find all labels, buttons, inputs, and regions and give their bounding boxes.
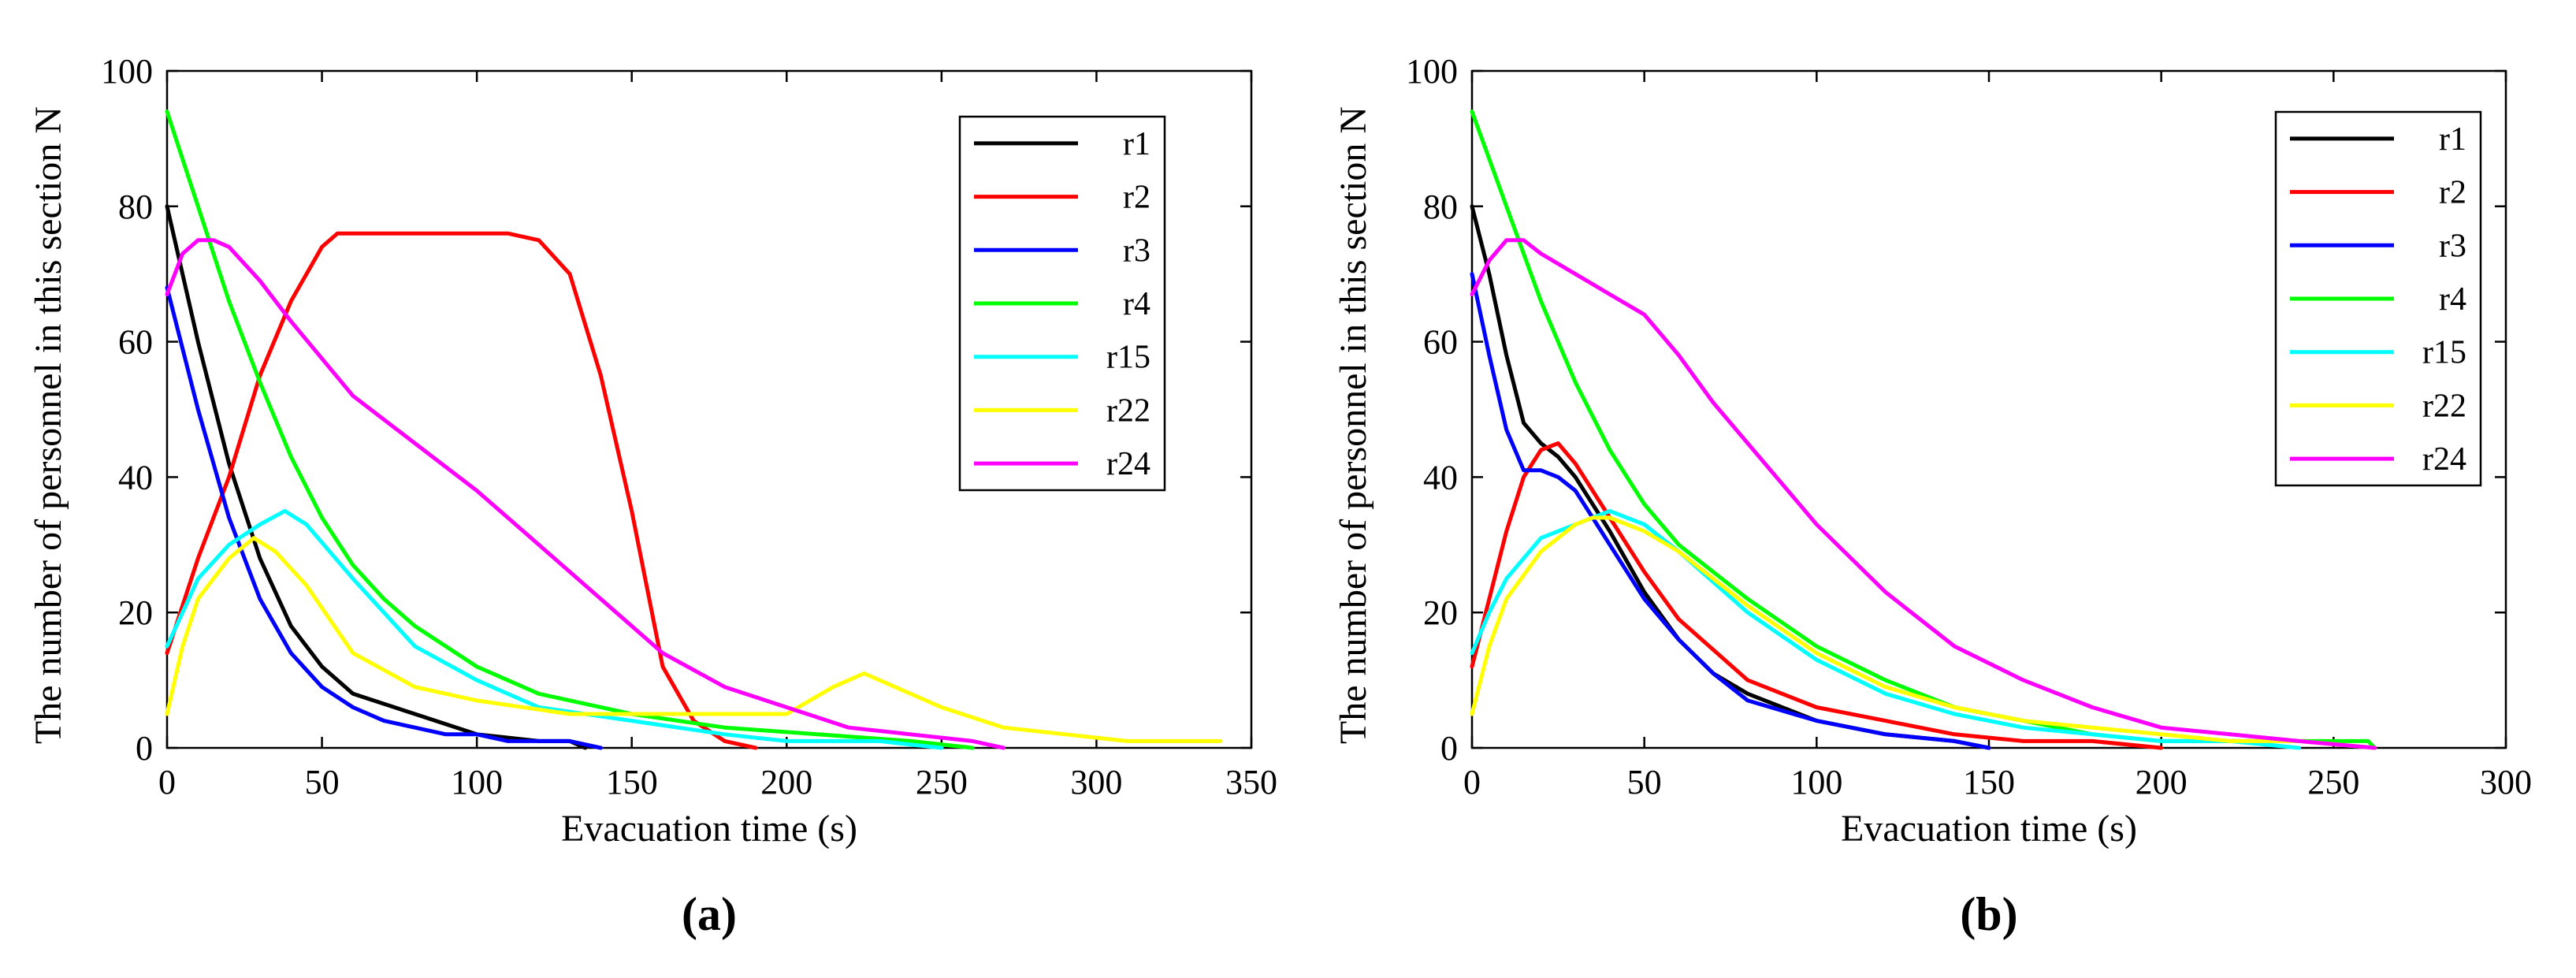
- panel-a-x-tick-label: 150: [606, 763, 658, 801]
- panel-a-y-tick-label: 0: [136, 729, 153, 768]
- panel-a-legend-label-r4: r4: [1123, 286, 1150, 322]
- panel-a-legend: r1 r2 r3 r4 r15 r22 r24: [958, 115, 1166, 492]
- panel-b-series-r22: [1470, 515, 2377, 750]
- panel-a-series-r2: [165, 231, 758, 750]
- panel-a-plot-frame: [165, 69, 1253, 749]
- panel-a-x-tick-label: 50: [305, 763, 340, 801]
- panel-a-y-tick-label: 20: [118, 593, 153, 632]
- panel-b-legend-label-r3: r3: [2439, 228, 2466, 264]
- panel-a-series-lines: [165, 110, 1223, 750]
- panel-b-series-r3: [1470, 272, 1991, 750]
- panel-b-x-tick-label: 250: [2307, 763, 2359, 801]
- panel-b-y-tick-label: 100: [1406, 52, 1458, 91]
- panel-b-legend-label-r22: r22: [2422, 388, 2466, 424]
- panel-b-y-tick-label: 40: [1423, 458, 1458, 496]
- panel-b-x-tick-label: 50: [1627, 763, 1662, 801]
- panel-b-legend-label-r15: r15: [2422, 335, 2466, 371]
- panel-b-x-tick-label: 300: [2480, 763, 2532, 801]
- panel-a-series-r22: [165, 536, 1223, 743]
- panel-b-series-r15: [1470, 508, 2302, 750]
- panel-a-panel-label: (a): [682, 888, 737, 940]
- panel-b-x-tick-label: 150: [1963, 763, 2015, 801]
- panel-a-y-tick-label: 80: [118, 188, 153, 226]
- panel-b-series-lines: [1470, 110, 2377, 750]
- panel-b-y-tick-label: 80: [1423, 188, 1458, 226]
- panel-b-x-tick-label: 0: [1463, 763, 1481, 801]
- panel-a-series-r15: [165, 508, 944, 750]
- panel-a-x-tick-label: 200: [760, 763, 812, 801]
- panel-a-x-tick-label: 300: [1070, 763, 1122, 801]
- panel-b-series-r24: [1470, 238, 2377, 750]
- panel-b-y-tick-label: 0: [1440, 729, 1458, 768]
- panel-a-y-axis-label: The number of personnel in this section …: [28, 106, 69, 744]
- panel-a-x-tick-label: 350: [1225, 763, 1277, 801]
- panel-a-x-tick-label: 0: [158, 763, 176, 801]
- panel-a-y-tick-label: 100: [101, 52, 153, 91]
- panel-a-series-r4: [165, 110, 975, 750]
- panel-b-panel-label: (b): [1960, 888, 2017, 940]
- panel-a-y-tick-label: 40: [118, 458, 153, 496]
- panel-b-x-tick-label: 100: [1790, 763, 1842, 801]
- panel-b-y-axis-label: The number of personnel in this section …: [1333, 106, 1374, 744]
- panel-a-x-axis-label: Evacuation time (s): [561, 808, 857, 850]
- panel-a-x-tick-label: 250: [916, 763, 968, 801]
- panel-b-series-r4: [1470, 110, 2377, 750]
- panel-a-legend-label-r22: r22: [1106, 392, 1150, 429]
- panel-a-legend-label-r1: r1: [1123, 126, 1150, 162]
- panel-b-x-axis-label: Evacuation time (s): [1841, 808, 2137, 850]
- panel-a-x-tick-label: 100: [451, 763, 503, 801]
- panel-b-legend-label-r4: r4: [2439, 281, 2466, 318]
- panel-a-legend-label-r3: r3: [1123, 232, 1150, 269]
- panel-a-legend-label-r24: r24: [1106, 446, 1150, 482]
- panel-b: 0 50 100 150 200 250 300 0 20 40 60 80 100 Evacuation…: [1333, 52, 2532, 940]
- panel-b-y-tick-label: 60: [1423, 323, 1458, 362]
- panel-a-legend-label-r15: r15: [1106, 340, 1150, 376]
- panel-b-legend-label-r24: r24: [2422, 441, 2466, 478]
- panel-b-x-tick-label: 200: [2136, 763, 2188, 801]
- panel-b-legend-label-r2: r2: [2439, 175, 2466, 211]
- panel-a-legend-label-r2: r2: [1123, 180, 1150, 216]
- panel-b-series-r2: [1470, 441, 2164, 750]
- panel-b-legend: r1 r2 r3 r4 r15 r22 r24: [2274, 110, 2482, 487]
- panel-a-series-r24: [165, 238, 1005, 750]
- panel-b-legend-label-r1: r1: [2439, 121, 2466, 158]
- panel-b-y-tick-label: 20: [1423, 593, 1458, 632]
- panel-a-series-r3: [165, 285, 603, 750]
- panel-a-y-tick-label: 60: [118, 323, 153, 362]
- panel-a: 0 50 100 150 200 250 300 350 0 20 40 60 80 100 Evacuat…: [28, 52, 1277, 940]
